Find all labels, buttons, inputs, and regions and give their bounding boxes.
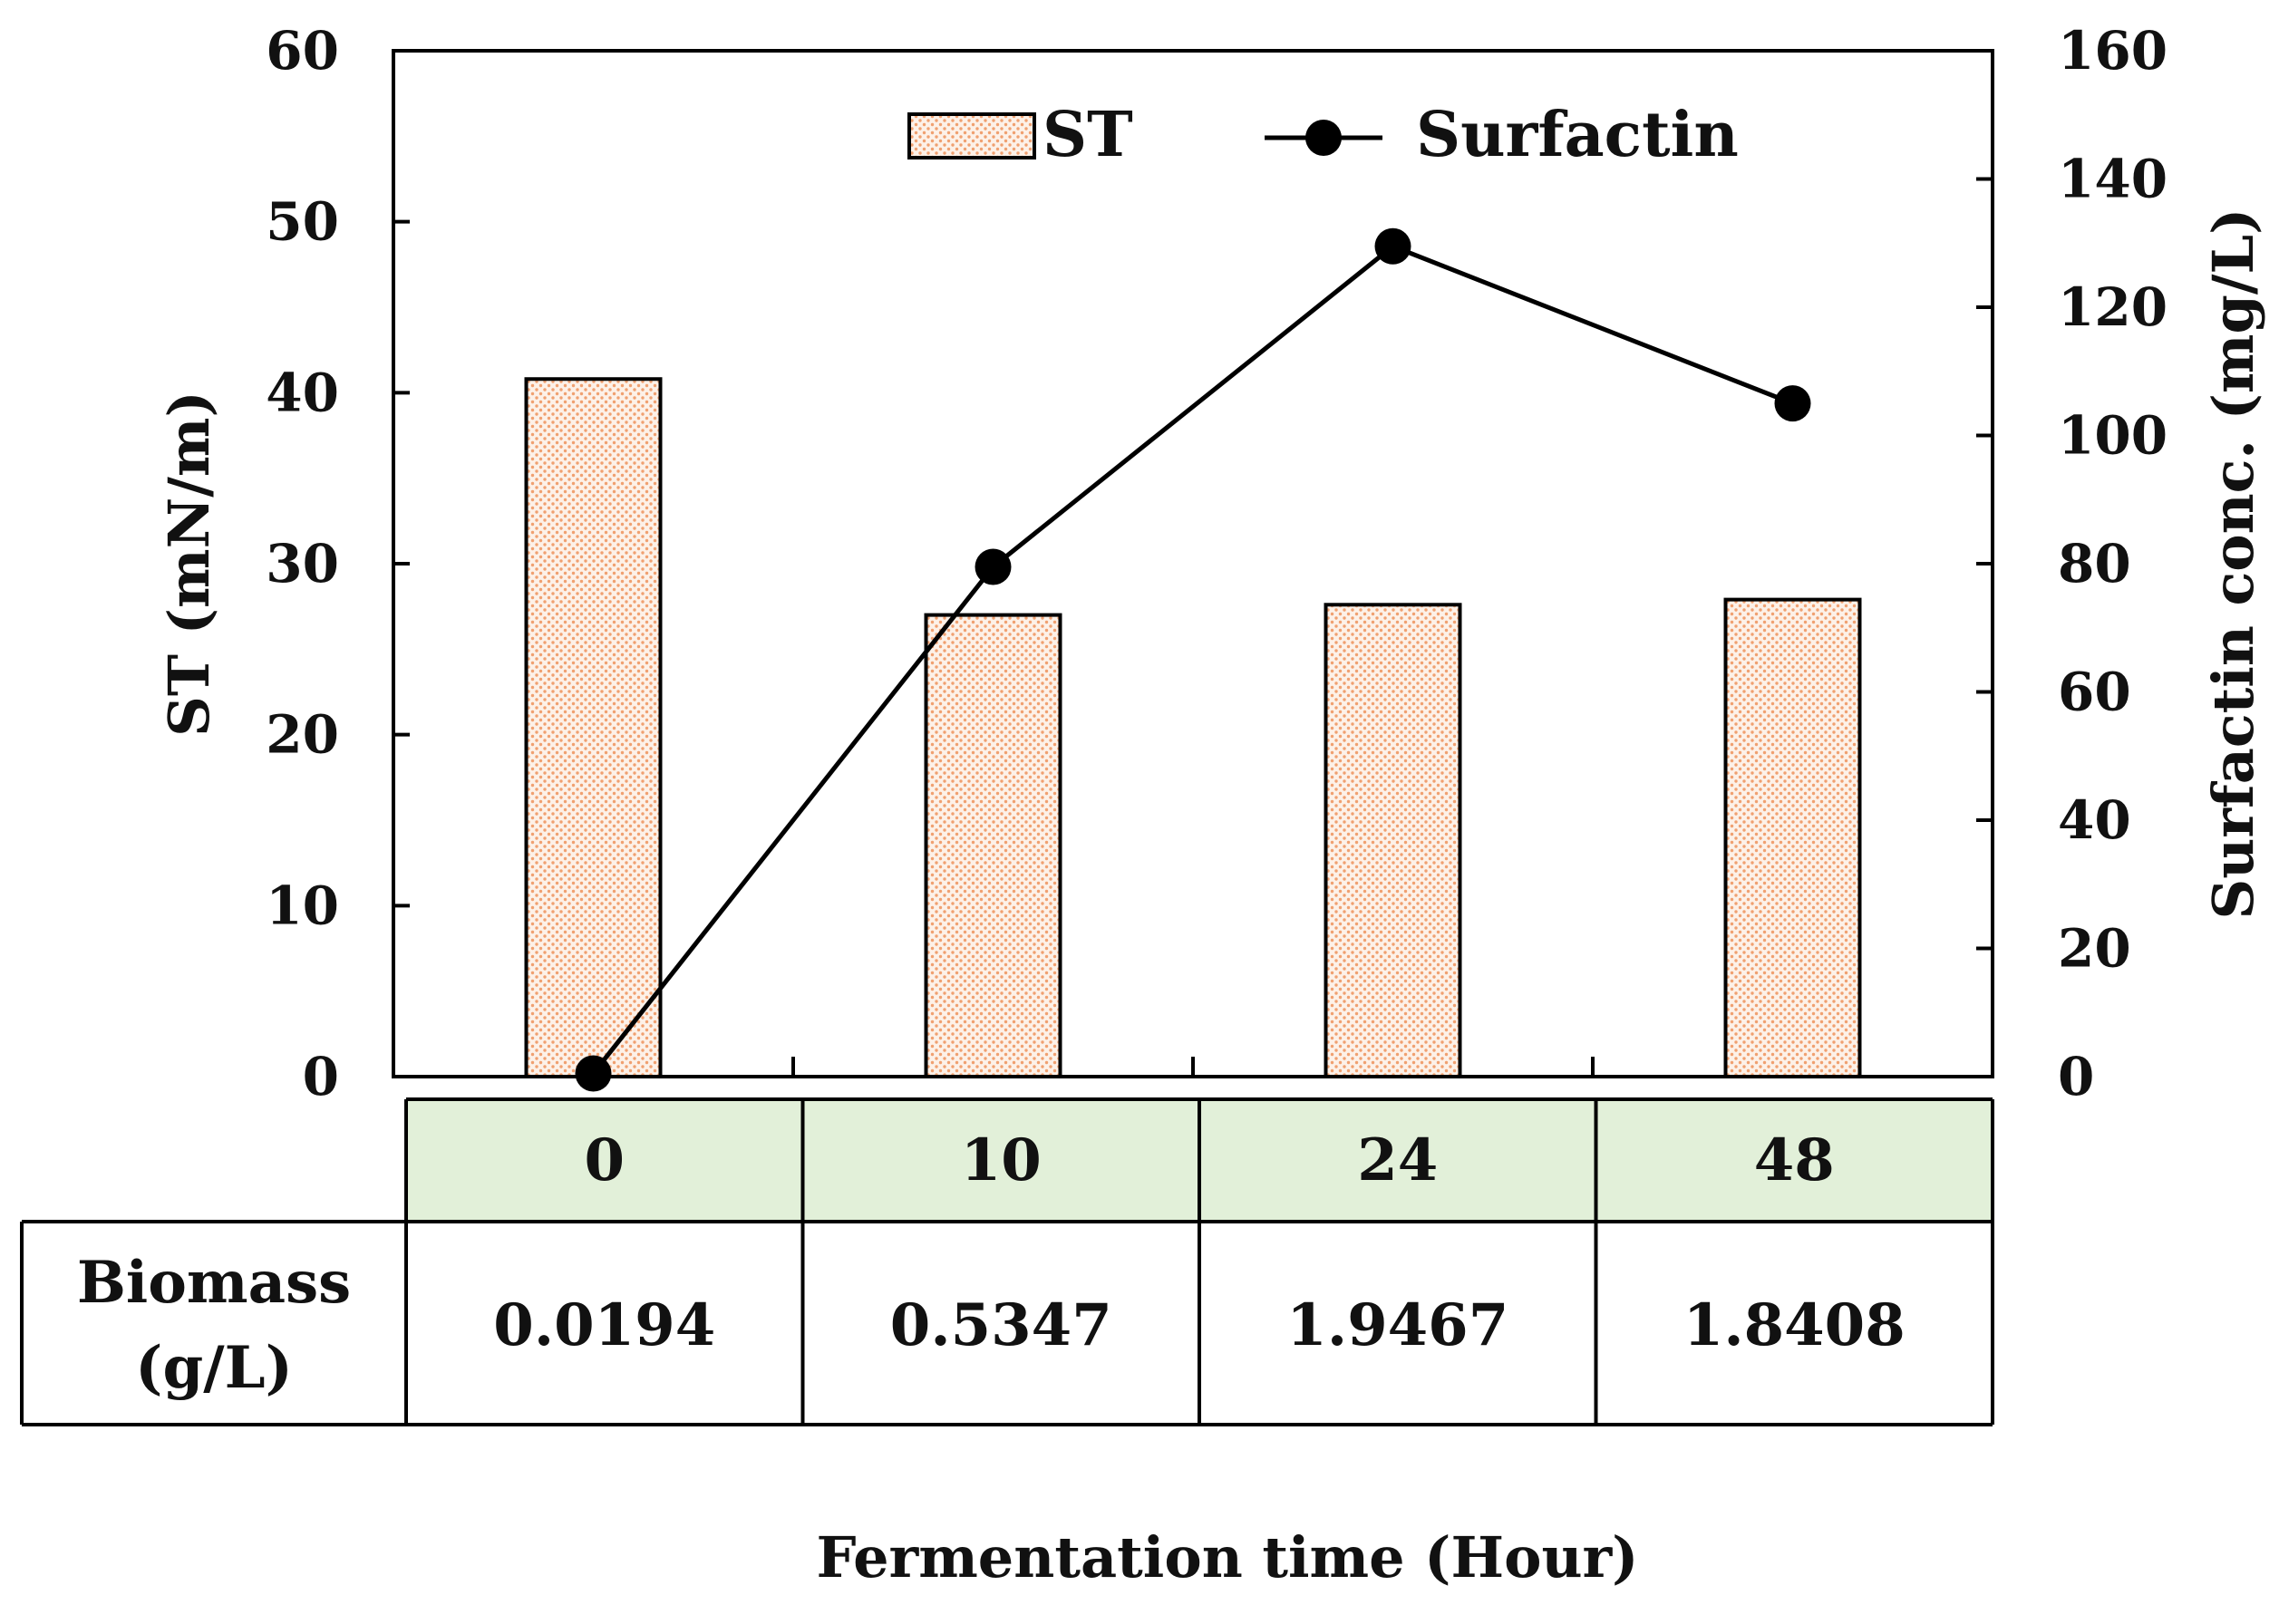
left-axis-ticks: 0 10 20 30 40 50 60 — [266, 20, 1595, 1107]
left-tick-label: 40 — [266, 362, 339, 423]
left-tick-label: 60 — [266, 20, 339, 82]
st-bar — [524, 377, 663, 1078]
right-tick-label: 40 — [2058, 789, 2131, 851]
x-category-label: 10 — [961, 1126, 1042, 1194]
surfactin-point — [1374, 227, 1411, 265]
surfactin-point — [975, 548, 1012, 585]
st-bar — [1723, 597, 1862, 1078]
right-tick-label: 120 — [2058, 276, 2167, 338]
x-axis-title: Fermentation time (Hour) — [816, 1524, 1638, 1590]
legend: ST Surfactin — [907, 99, 1739, 171]
left-axis-title: ST (mN/m) — [156, 391, 222, 737]
left-tick-label: 30 — [266, 533, 339, 594]
right-tick-label: 0 — [2058, 1046, 2094, 1107]
right-tick-label: 60 — [2058, 662, 2131, 723]
table-row-label-line1: Biomass — [77, 1249, 351, 1317]
legend-label-surfactin: Surfactin — [1416, 99, 1739, 171]
right-tick-label: 20 — [2058, 918, 2131, 980]
st-bars — [524, 377, 1862, 1078]
right-tick-label: 100 — [2058, 405, 2167, 467]
x-category-label: 24 — [1357, 1126, 1438, 1194]
right-axis-ticks: 0 20 40 60 80 100 120 140 160 — [1976, 20, 2167, 1107]
biomass-value: 1.9467 — [1286, 1291, 1508, 1359]
biomass-value: 1.8408 — [1683, 1291, 1906, 1359]
biomass-table: 0 10 24 48 0.0194 0.5347 1.9467 1.8408 Biomass… — [20, 1097, 1994, 1426]
x-category-label: 0 — [584, 1126, 625, 1194]
legend-swatch-st — [907, 112, 1036, 160]
right-tick-label: 160 — [2058, 20, 2167, 82]
left-tick-label: 10 — [266, 875, 339, 936]
x-category-label: 48 — [1754, 1126, 1835, 1194]
surfactin-line — [575, 227, 1811, 1092]
left-tick-label: 50 — [266, 191, 339, 253]
legend-swatch-surfactin-marker — [1305, 120, 1342, 156]
table-row-label-line2: (g/L) — [135, 1334, 293, 1402]
surfactin-point — [575, 1055, 612, 1092]
biomass-value: 0.0194 — [493, 1291, 715, 1359]
st-bar — [1324, 603, 1462, 1078]
right-axis-title: Surfactin conc. (mg/L) — [2200, 208, 2266, 920]
left-tick-label: 0 — [303, 1046, 339, 1107]
left-tick-label: 20 — [266, 704, 339, 766]
legend-label-st: ST — [1043, 99, 1133, 171]
biomass-value: 0.5347 — [890, 1291, 1112, 1359]
surfactin-polyline — [591, 243, 1794, 1076]
right-tick-label: 80 — [2058, 533, 2131, 594]
right-tick-label: 140 — [2058, 149, 2167, 210]
surfactin-point — [1774, 385, 1811, 422]
st-bar — [924, 613, 1062, 1078]
